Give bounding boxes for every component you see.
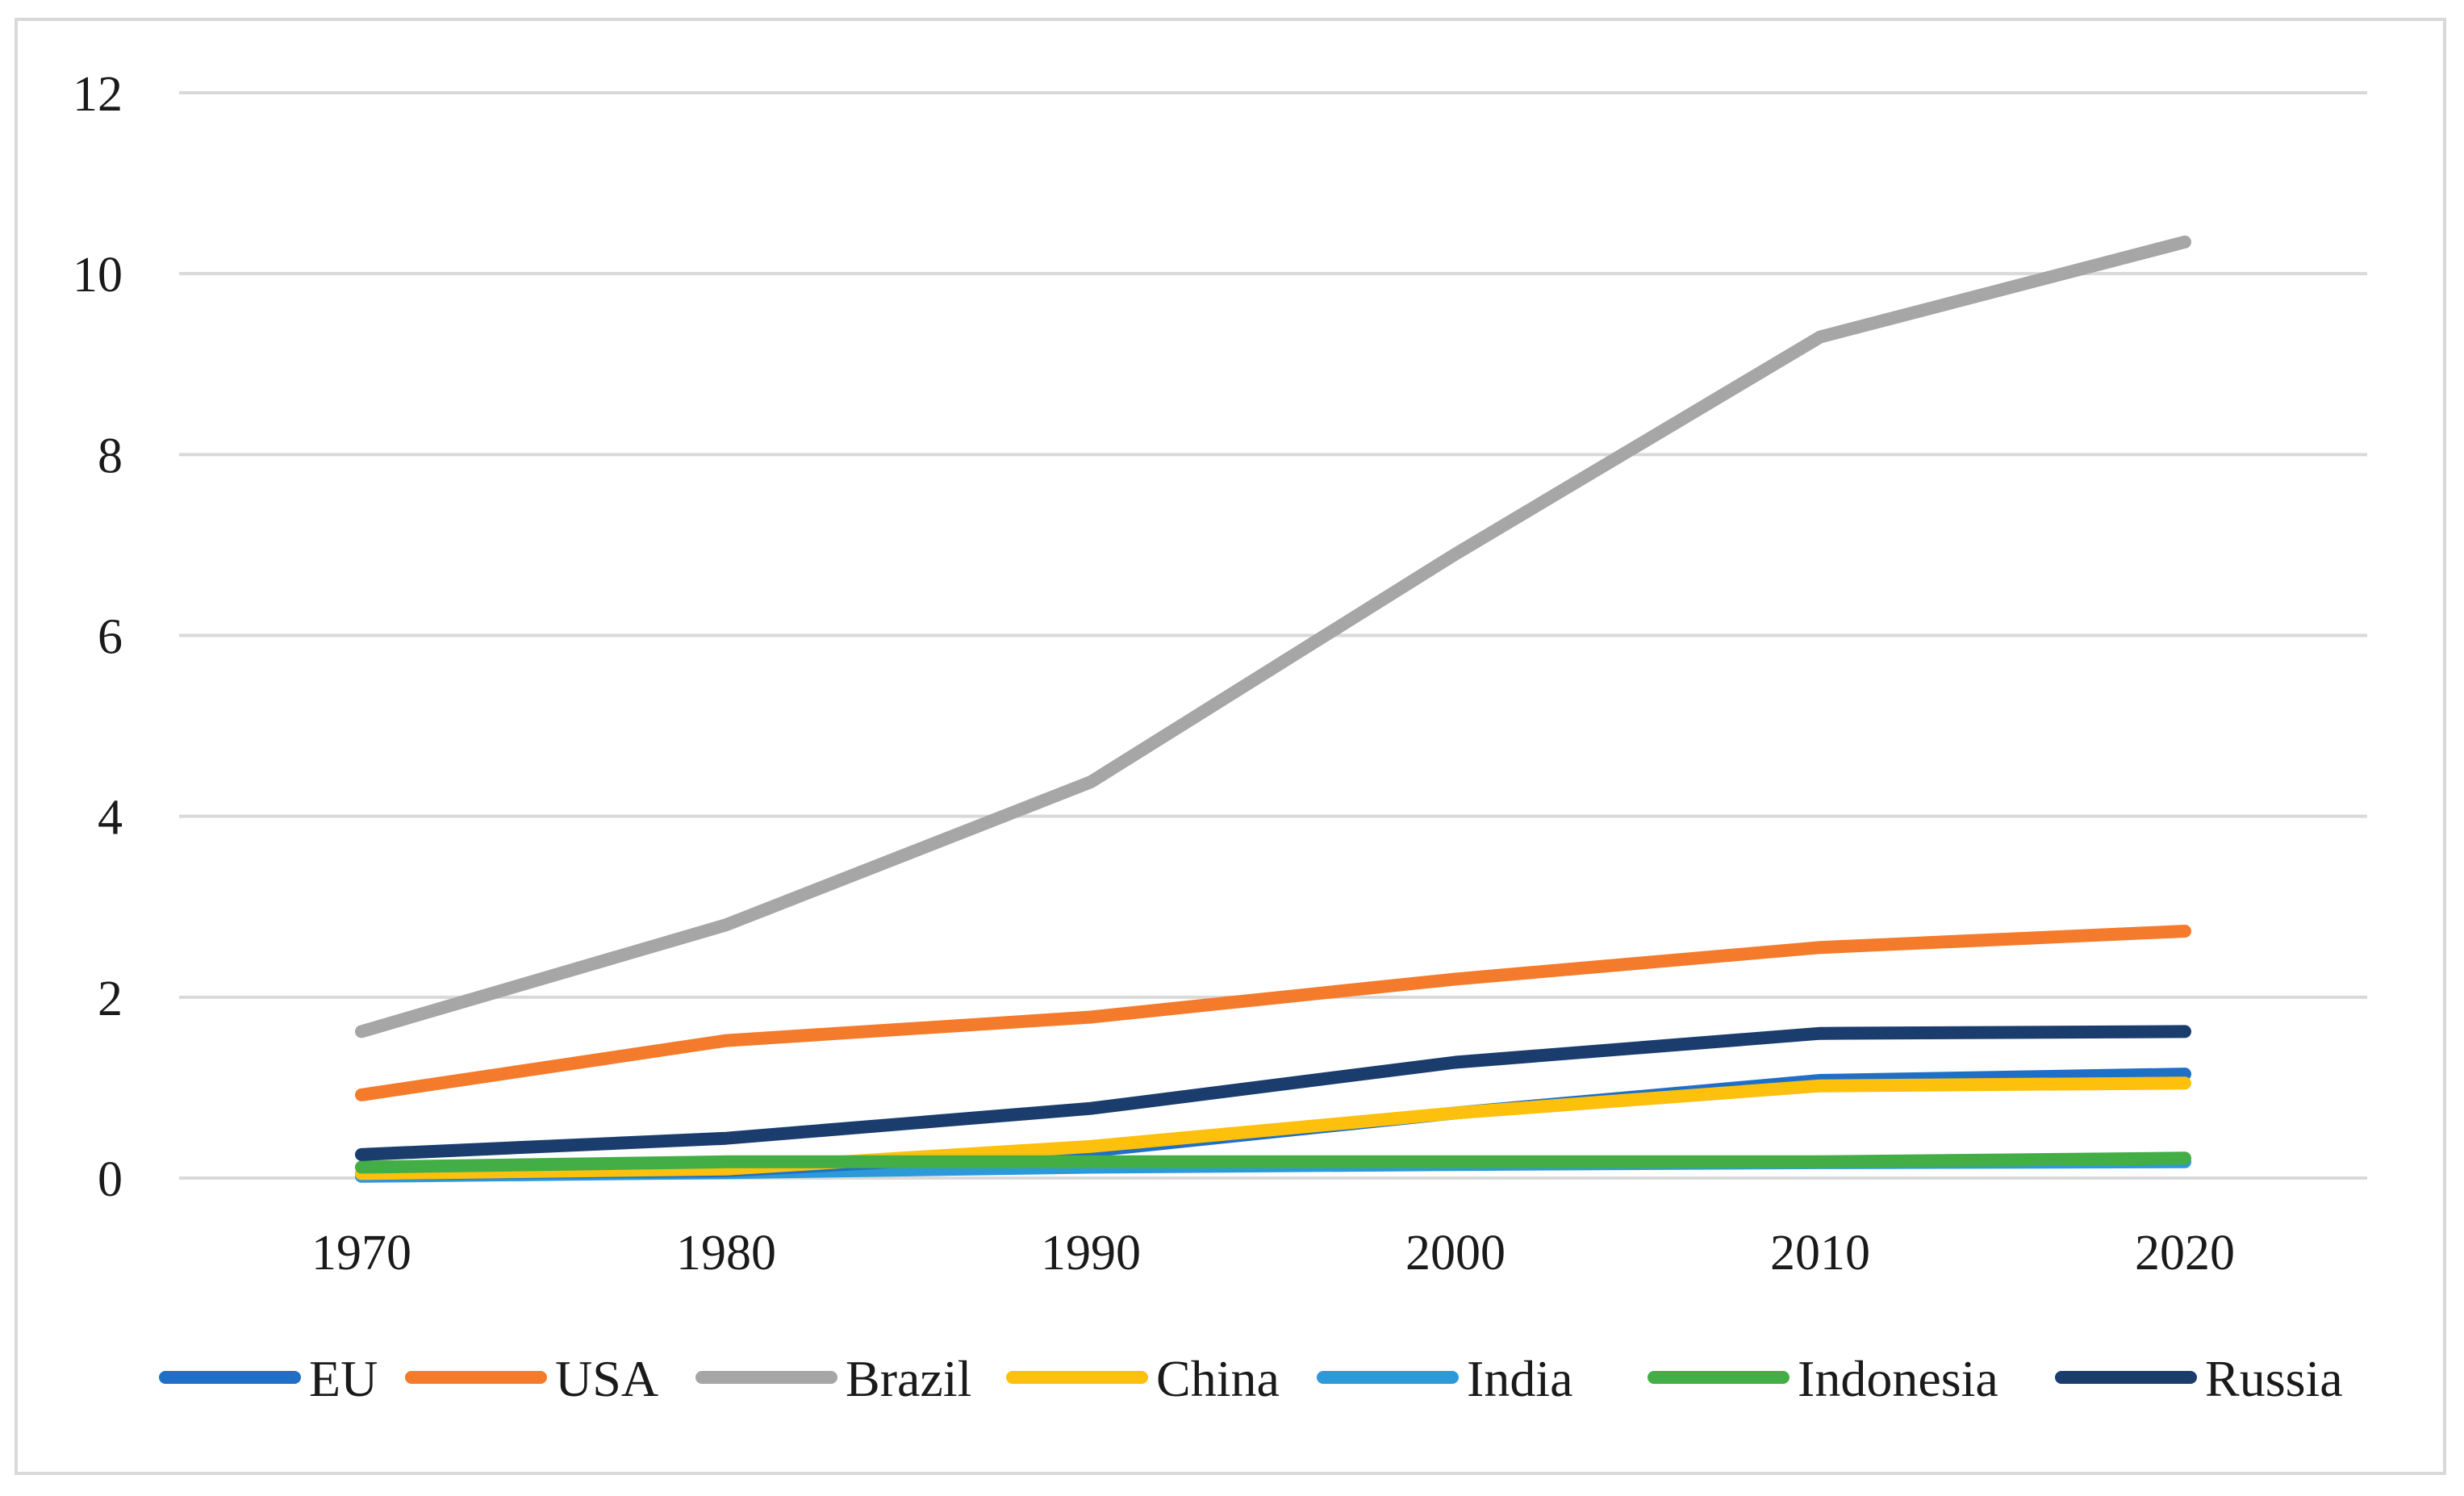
x-tick-label: 1990 <box>1041 1226 1141 1281</box>
series-line-usa <box>355 925 2191 1101</box>
x-axis-ticks: 1970 1980 1990 2000 2010 2020 <box>311 1226 2235 1281</box>
y-tick-label: 6 <box>98 610 123 665</box>
y-tick-label: 8 <box>98 428 123 483</box>
legend-label-eu: EU <box>309 1350 378 1407</box>
legend-label-china: China <box>1156 1350 1280 1407</box>
legend-label-india: India <box>1467 1350 1573 1407</box>
x-tick-label: 2000 <box>1405 1226 1506 1281</box>
series-line-china <box>355 1076 2191 1181</box>
chart-frame <box>15 18 2446 1475</box>
y-axis-ticks: 0 2 4 6 8 10 12 <box>73 67 123 1207</box>
legend-label-indonesia: Indonesia <box>1798 1350 1998 1407</box>
legend-label-usa: USA <box>555 1350 658 1407</box>
legend-label-brazil: Brazil <box>846 1350 971 1407</box>
legend: EU USA Brazil China India Indonesia Russia <box>159 1350 2343 1407</box>
gridlines <box>179 91 2367 1180</box>
y-tick-label: 4 <box>98 791 123 846</box>
x-tick-label: 1980 <box>676 1226 776 1281</box>
x-tick-label: 2020 <box>2135 1226 2235 1281</box>
y-tick-label: 10 <box>73 248 123 303</box>
legend-label-russia: Russia <box>2205 1350 2343 1407</box>
y-tick-label: 12 <box>73 67 123 122</box>
y-tick-label: 2 <box>98 972 123 1026</box>
x-tick-label: 1970 <box>311 1226 411 1281</box>
series-lines <box>355 235 2191 1183</box>
series-line-brazil <box>355 235 2191 1038</box>
x-tick-label: 2010 <box>1770 1226 1870 1281</box>
y-tick-label: 0 <box>98 1152 123 1207</box>
series-line-indonesia <box>355 1151 2191 1174</box>
series-line-russia <box>355 1025 2191 1161</box>
